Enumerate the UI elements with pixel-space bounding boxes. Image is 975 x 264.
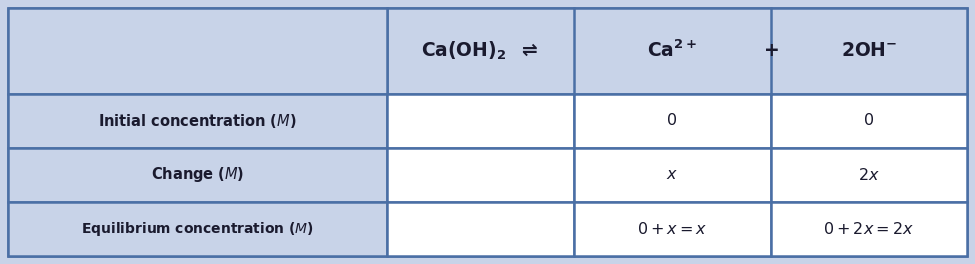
Bar: [770, 93, 967, 148]
Text: 0: 0: [864, 113, 874, 128]
Bar: [387, 93, 574, 148]
Bar: [574, 93, 770, 148]
Text: $\mathbf{Ca^{2+}}$: $\mathbf{Ca^{2+}}$: [647, 40, 697, 62]
Bar: [8, 93, 387, 148]
Text: $\mathbf{Change\ (}$$\mathit{M}$$\mathbf{)}$: $\mathbf{Change\ (}$$\mathit{M}$$\mathbf…: [151, 165, 244, 184]
Bar: [387, 8, 967, 93]
Bar: [770, 202, 967, 256]
Text: $\mathbf{Ca(OH)_2}\ \ \mathbf{\rightleftharpoons}$: $\mathbf{Ca(OH)_2}\ \ \mathbf{\rightleft…: [421, 40, 539, 62]
Text: $\mathbf{Equilibrium\ concentration\ (}$$\mathit{M}$$\mathbf{)}$: $\mathbf{Equilibrium\ concentration\ (}$…: [81, 220, 314, 238]
Text: $\mathbf{Initial\ concentration\ (}$$\mathit{M}$$\mathbf{)}$: $\mathbf{Initial\ concentration\ (}$$\ma…: [98, 112, 296, 130]
Text: $\mathbf{2OH^{-}}$: $\mathbf{2OH^{-}}$: [840, 41, 897, 60]
Bar: [770, 148, 967, 202]
Text: 0: 0: [667, 113, 678, 128]
Bar: [8, 8, 387, 93]
Bar: [574, 148, 770, 202]
Bar: [8, 148, 387, 202]
Bar: [387, 148, 574, 202]
Text: $2x$: $2x$: [858, 167, 879, 183]
Text: $x$: $x$: [666, 167, 679, 182]
Bar: [8, 202, 387, 256]
Bar: [574, 202, 770, 256]
Bar: [387, 202, 574, 256]
Text: $0 + 2x = 2x$: $0 + 2x = 2x$: [824, 221, 915, 237]
Text: $0 + x = x$: $0 + x = x$: [637, 221, 708, 237]
Text: $\mathbf{+}$: $\mathbf{+}$: [762, 41, 778, 60]
